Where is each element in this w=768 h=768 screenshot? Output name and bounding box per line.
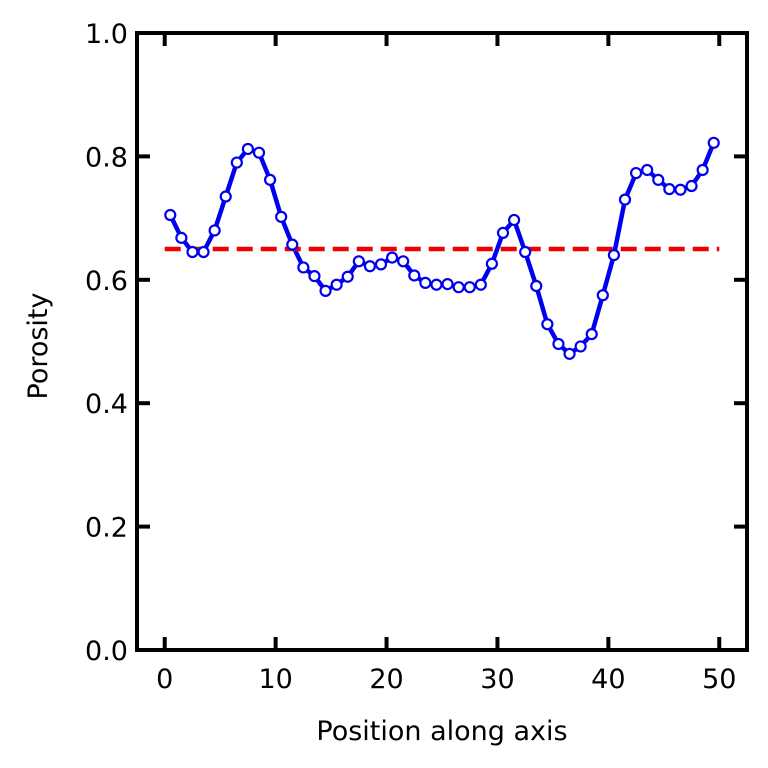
x-tick-label: 50 [702,664,736,695]
x-axis-label: Position along axis [316,716,567,747]
plot-frame [135,31,749,652]
porosity-point [585,327,598,341]
porosity-point [275,210,288,223]
porosity-point [541,318,554,331]
porosity-point [352,255,365,268]
porosity-point [286,238,299,251]
y-tick-label: 0.6 [85,266,128,297]
porosity-point [674,183,687,196]
porosity-point [308,269,321,283]
porosity-point [297,261,310,274]
x-tick-label: 20 [369,664,403,695]
porosity-point [441,278,454,291]
porosity-point [408,269,421,282]
porosity-point [519,245,532,259]
porosity-point [496,226,510,240]
y-tick-label: 0.0 [85,636,128,667]
porosity-point [530,279,543,293]
y-axis-label: Porosity [23,292,54,399]
porosity-point [164,208,177,222]
porosity-point [241,142,255,156]
porosity-point [629,166,643,180]
x-tick-label: 30 [480,664,514,695]
porosity-point [485,257,499,270]
porosity-point [641,163,654,177]
porosity-point [252,146,266,159]
porosity-point [618,193,632,206]
porosity-point [707,136,720,149]
ticks-layer [137,31,747,652]
x-tick-label: 10 [258,664,292,695]
y-tick-label: 1.0 [85,19,128,50]
porosity-point [319,284,332,298]
porosity-point [574,340,587,353]
porosity-point [330,278,343,291]
porosity-point [552,337,565,351]
porosity-point [363,260,377,273]
porosity-point [607,249,621,262]
porosity-point [685,179,698,193]
y-tick-label: 0.2 [85,513,128,544]
porosity-point [507,213,521,227]
porosity-point [397,255,410,268]
porosity-point [452,281,465,294]
porosity-point [341,270,354,283]
porosity-point [652,173,665,186]
porosity-point [230,156,243,169]
porosity-point [385,251,399,264]
porosity-point [430,278,443,291]
series-layer [164,136,720,360]
porosity-point [208,224,221,237]
porosity-point [463,281,476,294]
y-tick-label: 0.8 [85,142,128,173]
porosity-point [663,183,676,196]
porosity-point [219,190,232,203]
labels-layer: 0 10 20 30 40 50 0.0 0.2 0.4 0.6 0.8 1.0 [85,19,736,695]
porosity-point [563,347,576,360]
x-tick-label: 40 [591,664,625,695]
porosity-point [419,276,432,289]
x-tick-label: 0 [156,664,173,695]
porosity-point [197,245,210,259]
porosity-point [474,278,487,291]
porosity-point [175,231,188,244]
y-tick-label: 0.4 [85,389,128,420]
porosity-point [696,163,709,177]
porosity-point [186,245,199,259]
porosity-point [374,258,388,271]
porosity-point [263,173,277,186]
porosity-point [596,289,609,302]
